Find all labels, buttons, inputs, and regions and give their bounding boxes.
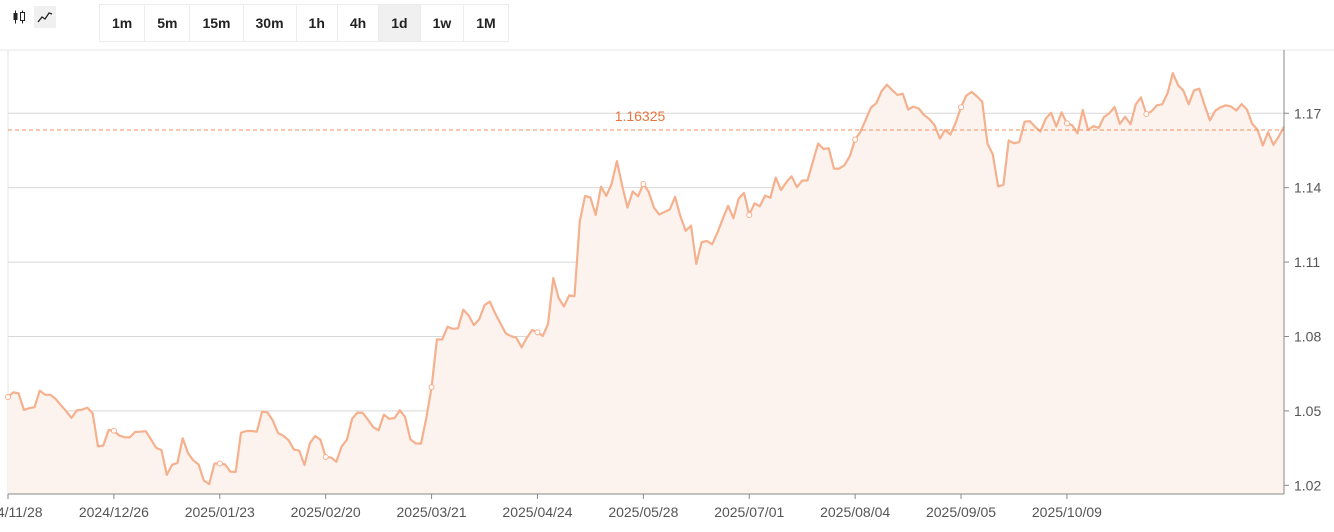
data-point-marker (110, 427, 117, 434)
y-tick-label: 1.17 (1294, 105, 1321, 121)
interval-selector: 1m 5m 15m 30m 1h 4h 1d 1w 1M (99, 4, 509, 42)
interval-button-15m[interactable]: 15m (190, 5, 244, 41)
data-point-marker (1143, 110, 1150, 117)
x-tick-label: 2025/03/21 (397, 504, 467, 520)
interval-button-4h[interactable]: 4h (338, 5, 380, 41)
data-point-marker (640, 180, 647, 187)
y-tick-label: 1.11 (1294, 254, 1320, 270)
data-point-marker (746, 211, 753, 218)
data-point-marker (534, 329, 541, 336)
x-tick-label: 2024/11/28 (0, 504, 43, 520)
data-point-marker (5, 394, 11, 401)
x-tick-label: 2025/07/01 (714, 504, 784, 520)
x-tick-label: 2025/01/23 (185, 504, 255, 520)
x-tick-label: 2025/09/05 (926, 504, 996, 520)
interval-button-1h[interactable]: 1h (297, 5, 338, 41)
interval-button-1d[interactable]: 1d (379, 5, 421, 41)
x-tick-label: 2025/10/09 (1032, 504, 1102, 520)
line-chart-icon[interactable] (34, 6, 56, 28)
reference-line-label: 1.16325 (615, 108, 666, 124)
data-point-marker (322, 454, 329, 461)
interval-button-1m[interactable]: 1m (100, 5, 146, 41)
interval-button-1M[interactable]: 1M (476, 15, 496, 31)
y-tick-label: 1.05 (1294, 403, 1321, 419)
data-point-marker (852, 136, 859, 143)
chart-toolbar: 1m 5m 15m 30m 1h 4h 1d 1w 1M (0, 0, 1334, 46)
x-tick-label: 2025/05/28 (608, 504, 678, 520)
x-tick-label: 2025/02/20 (291, 504, 361, 520)
candlestick-icon[interactable] (8, 6, 30, 28)
data-point-marker (958, 104, 965, 111)
price-area (8, 73, 1284, 494)
x-tick-label: 2025/08/04 (820, 504, 890, 520)
interval-button-5m[interactable]: 5m (145, 5, 191, 41)
interval-button-1w[interactable]: 1w (421, 5, 465, 41)
y-tick-label: 1.08 (1294, 328, 1321, 344)
data-point-marker (216, 460, 223, 467)
y-tick-label: 1.14 (1294, 180, 1321, 196)
data-point-marker (428, 384, 435, 391)
x-tick-label: 2024/12/26 (79, 504, 149, 520)
y-tick-label: 1.02 (1294, 477, 1321, 493)
x-tick-label: 2025/04/24 (502, 504, 572, 520)
interval-button-30m[interactable]: 30m (244, 5, 297, 41)
data-point-marker (1063, 120, 1070, 127)
